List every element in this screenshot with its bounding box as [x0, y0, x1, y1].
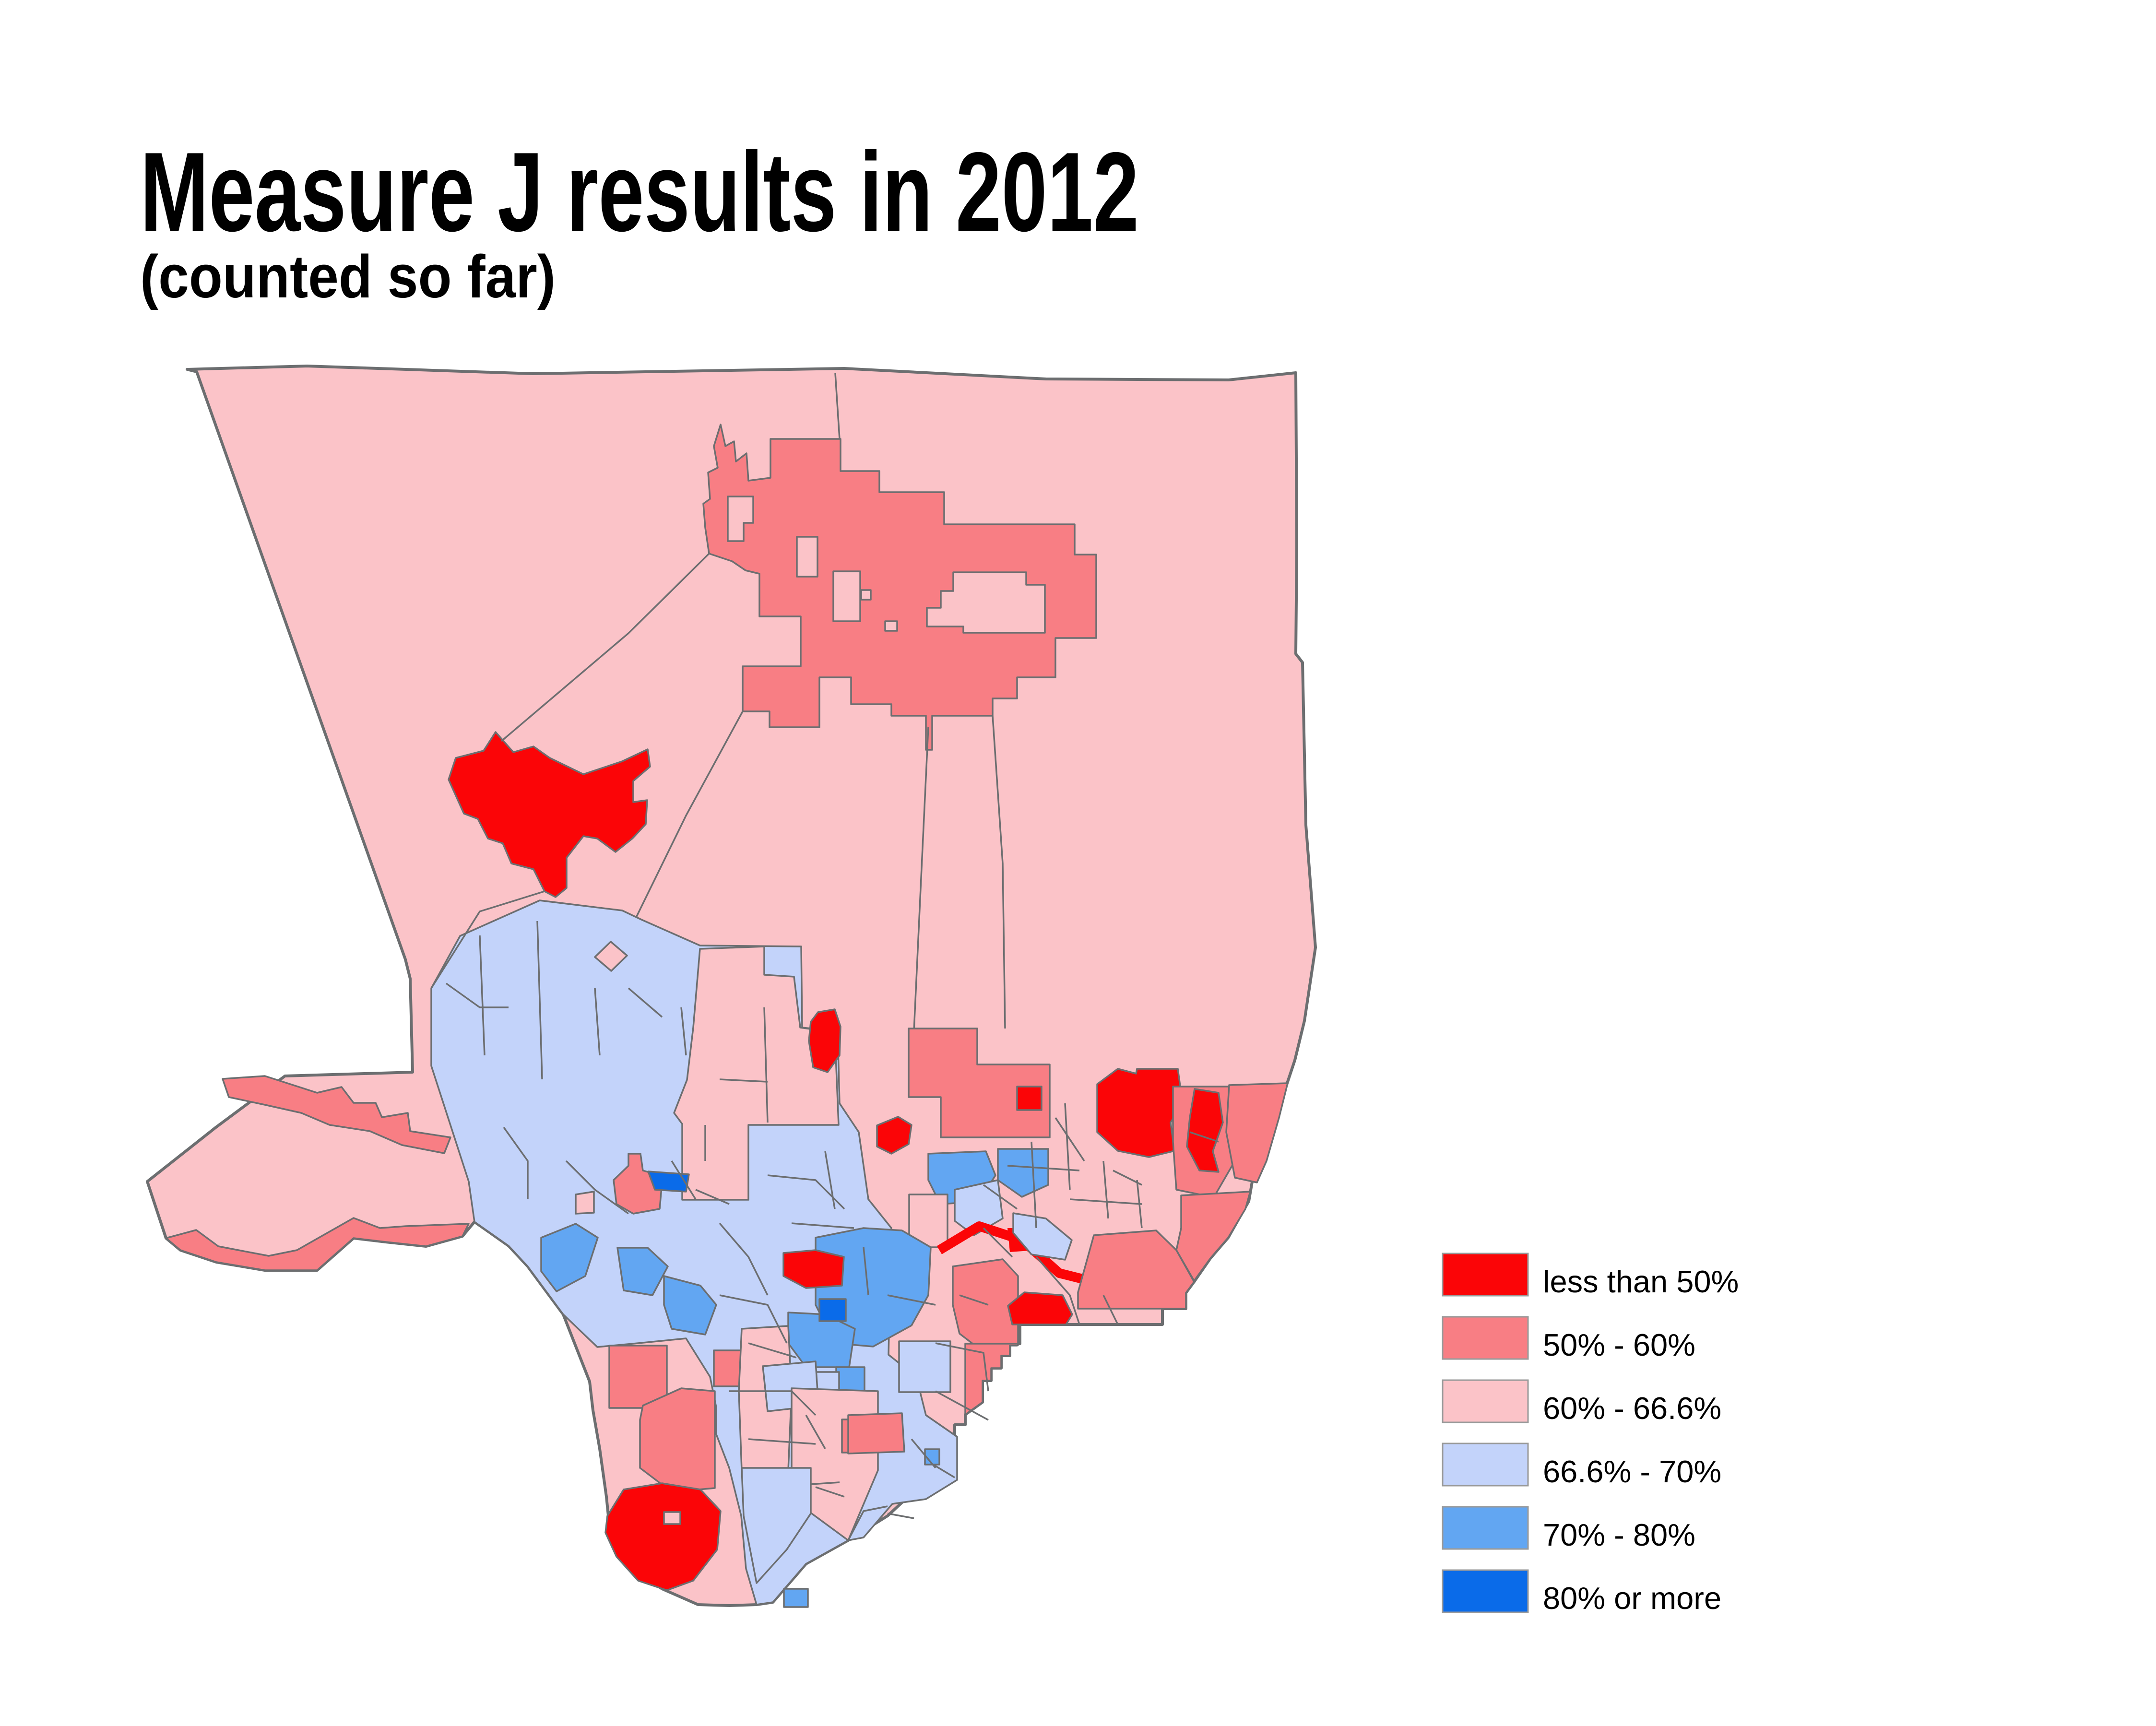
svg-text:less than 50%: less than 50% [1543, 1264, 1739, 1299]
svg-text:Measure J results in 2012: Measure J results in 2012 [140, 129, 1139, 255]
svg-text:80% or more: 80% or more [1543, 1581, 1721, 1616]
svg-text:70% - 80%: 70% - 80% [1543, 1517, 1695, 1552]
svg-text:50% - 60%: 50% - 60% [1543, 1327, 1695, 1362]
svg-text:(counted so far): (counted so far) [140, 243, 556, 310]
svg-text:60% - 66.6%: 60% - 66.6% [1543, 1391, 1721, 1426]
svg-text:66.6% - 70%: 66.6% - 70% [1543, 1454, 1721, 1489]
